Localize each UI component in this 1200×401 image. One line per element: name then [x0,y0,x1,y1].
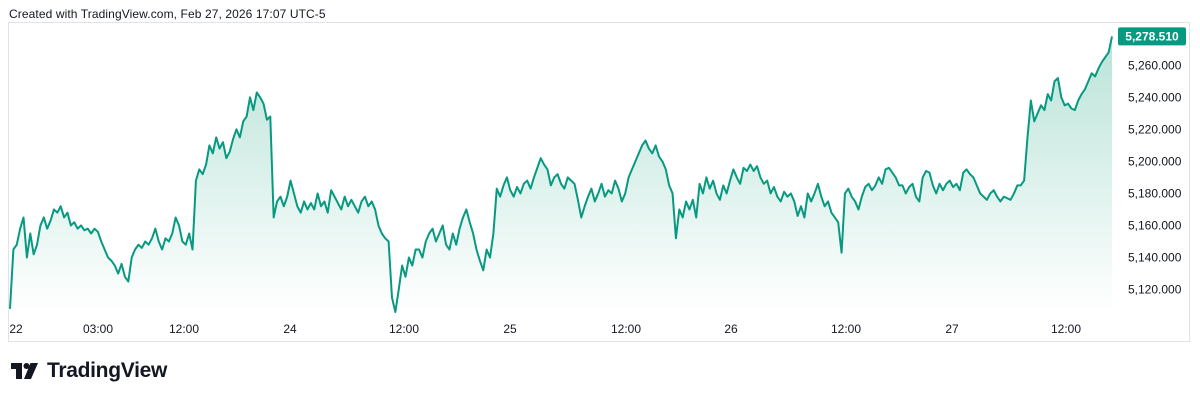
y-tick-label: 5,260.000 [1128,58,1182,72]
last-price-badge: 5,278.510 [1118,27,1186,46]
x-tick-label: 24 [283,322,297,336]
tradingview-logo-icon [11,363,38,379]
y-tick-label: 5,220.000 [1128,122,1182,136]
x-tick-label: 25 [503,322,517,336]
x-tick-label: 12:00 [169,322,199,336]
x-tick-label: 27 [945,322,959,336]
last-price-badge-bg [1118,27,1186,46]
tradingview-logo-text: TradingView [47,359,168,382]
x-tick-label: 03:00 [83,322,113,336]
x-axis: 22 03:00 12:00 24 12:00 25 12:00 26 12:00 27 12:00 [9,322,1081,336]
y-tick-label: 5,240.000 [1128,90,1182,104]
price-line [9,36,1113,313]
tradingview-logo[interactable]: TradingView [11,359,167,383]
x-tick-label: 12:00 [389,322,419,336]
y-axis: 5,120.000 5,140.000 5,160.000 5,180.000 5,20… [1128,58,1182,296]
chart-frame [8,22,1190,342]
x-tick-label: 22 [9,322,23,336]
x-tick-label: 26 [724,322,738,336]
chart-header-caption: Created with TradingView.com, Feb 27, 20… [9,7,326,21]
y-tick-label: 5,160.000 [1128,219,1182,233]
x-tick-label: 12:00 [611,322,641,336]
price-area-fill [10,36,1112,312]
x-tick-label: 12:00 [1051,322,1081,336]
last-price-label: 5,278.510 [1125,29,1179,43]
y-tick-label: 5,200.000 [1128,154,1182,168]
x-tick-label: 12:00 [831,322,861,336]
y-tick-label: 5,120.000 [1128,283,1182,297]
y-tick-label: 5,180.000 [1128,186,1182,200]
y-tick-label: 5,140.000 [1128,251,1182,265]
